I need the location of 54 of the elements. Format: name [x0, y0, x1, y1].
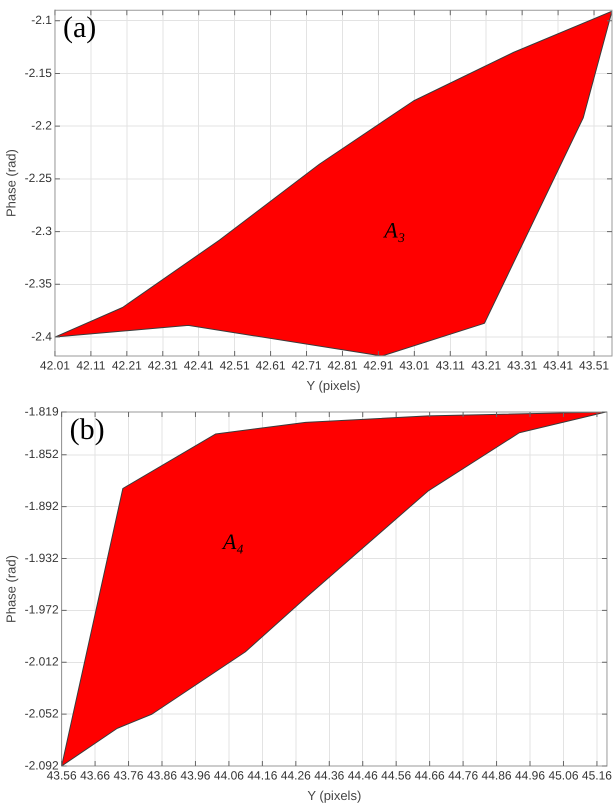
x-tick-label: 43.86 — [146, 768, 178, 783]
y-tick-label: -1.819 — [24, 404, 59, 418]
x-tick-label: 44.16 — [247, 768, 278, 783]
y-tick-label: -2.4 — [31, 329, 52, 344]
x-tick-label: 42.91 — [363, 358, 394, 373]
y-tick-label: -1.852 — [24, 447, 59, 462]
x-tick-label: 42.41 — [184, 358, 214, 373]
x-tick-label: 42.31 — [148, 358, 178, 373]
x-tick-label: 44.96 — [515, 768, 546, 783]
x-tick-label: 42.51 — [220, 358, 250, 373]
x-tick-label: 43.51 — [579, 358, 610, 373]
x-tick-label: 44.36 — [314, 768, 345, 783]
x-tick-label: 43.01 — [399, 358, 430, 373]
y-tick-label: -2.2 — [31, 118, 52, 132]
x-tick-label: 43.21 — [471, 358, 502, 373]
annotation: (b) — [70, 412, 105, 446]
y-tick-label: -2.3 — [31, 224, 52, 238]
y-tick-label: -2.25 — [24, 171, 52, 186]
x-tick-label: 44.56 — [381, 768, 412, 783]
annotation: (a) — [62, 11, 96, 44]
x-tick-label: 43.41 — [543, 358, 574, 373]
y-axis-title: Phase (rad) — [3, 149, 18, 218]
x-tick-label: 44.76 — [448, 768, 478, 783]
x-tick-label: 42.61 — [256, 358, 286, 373]
x-tick-label: 44.86 — [482, 768, 512, 783]
x-tick-label: 43.11 — [436, 358, 466, 373]
x-tick-label: 43.76 — [114, 768, 144, 783]
y-tick-label: -1.892 — [24, 498, 59, 513]
x-tick-label: 45.06 — [548, 768, 579, 783]
y-tick-label: -2.35 — [24, 276, 52, 291]
annotation: A₃ — [382, 217, 406, 242]
x-tick-label: 42.11 — [76, 358, 106, 373]
x-tick-label: 44.66 — [414, 768, 445, 783]
x-tick-label: 43.96 — [180, 768, 211, 783]
x-axis-title: Y (pixels) — [307, 788, 362, 803]
y-tick-label: -2.15 — [24, 66, 52, 80]
x-tick-label: 44.06 — [214, 768, 244, 783]
y-tick-label: -2.052 — [24, 706, 59, 720]
x-tick-label: 44.26 — [280, 768, 312, 783]
x-tick-label: 43.66 — [80, 768, 110, 783]
x-tick-label: 43.31 — [507, 358, 538, 373]
x-tick-label: 42.01 — [40, 358, 70, 373]
x-tick-label: 42.71 — [292, 358, 322, 373]
x-axis-title: Y (pixels) — [306, 378, 360, 393]
y-axis-title: Phase (rad) — [3, 555, 18, 623]
x-tick-label: 42.81 — [327, 358, 358, 373]
x-tick-label: 44.46 — [348, 768, 378, 783]
y-tick-label: -2.1 — [31, 13, 52, 28]
x-tick-label: 45.16 — [582, 768, 612, 783]
y-tick-label: -1.932 — [24, 550, 59, 565]
x-tick-label: 42.21 — [112, 358, 142, 373]
y-tick-label: -2.012 — [24, 654, 59, 669]
annotation: A₄ — [220, 528, 244, 554]
y-tick-label: -1.972 — [24, 602, 59, 617]
